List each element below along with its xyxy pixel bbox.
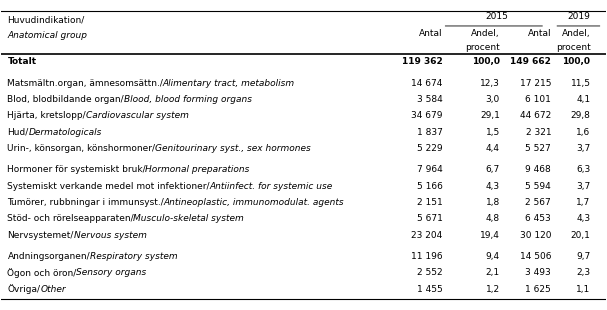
Text: Andningsorganen/: Andningsorganen/	[7, 252, 90, 261]
Text: 7 964: 7 964	[417, 165, 443, 174]
Text: Nervous system: Nervous system	[73, 231, 146, 240]
Text: Huvudindikation/: Huvudindikation/	[7, 15, 85, 24]
Text: 6,7: 6,7	[486, 165, 500, 174]
Text: 2,1: 2,1	[486, 268, 500, 277]
Text: 19,4: 19,4	[480, 231, 500, 240]
Text: 9 468: 9 468	[526, 165, 551, 174]
Text: Hud/: Hud/	[7, 128, 29, 137]
Text: 9,4: 9,4	[486, 252, 500, 261]
Text: Totalt: Totalt	[7, 57, 36, 66]
Text: Hormoner för systemiskt bruk/: Hormoner för systemiskt bruk/	[7, 165, 146, 174]
Text: Nervsystemet/: Nervsystemet/	[7, 231, 74, 240]
Text: 14 674: 14 674	[411, 79, 443, 88]
Text: 1,8: 1,8	[486, 198, 500, 207]
Text: procent: procent	[556, 43, 591, 52]
Text: Matsmältn.organ, ämnesomsättn./: Matsmältn.organ, ämnesomsättn./	[7, 79, 163, 88]
Text: Andel,: Andel,	[562, 29, 591, 38]
Text: 3 584: 3 584	[417, 95, 443, 104]
Text: 6,3: 6,3	[576, 165, 591, 174]
Text: Anatomical group: Anatomical group	[7, 31, 87, 40]
Text: Stöd- och rörelseapparaten/: Stöd- och rörelseapparaten/	[7, 215, 134, 224]
Text: 100,0: 100,0	[472, 57, 500, 66]
Text: Blood, blood forming organs: Blood, blood forming organs	[123, 95, 251, 104]
Text: ​Alimentary tract, metabolism: ​Alimentary tract, metabolism	[163, 79, 295, 88]
Text: 2,3: 2,3	[577, 268, 591, 277]
Text: 2015: 2015	[486, 12, 508, 21]
Text: 1,1: 1,1	[576, 285, 591, 294]
Text: 1,2: 1,2	[486, 285, 500, 294]
Text: 2019: 2019	[567, 12, 590, 21]
Text: 6 101: 6 101	[525, 95, 551, 104]
Text: 2 321: 2 321	[526, 128, 551, 137]
Text: 2 151: 2 151	[417, 198, 443, 207]
Text: 12,3: 12,3	[480, 79, 500, 88]
Text: 2 567: 2 567	[526, 198, 551, 207]
Text: 5 229: 5 229	[417, 144, 443, 153]
Text: 3 493: 3 493	[526, 268, 551, 277]
Text: Systemiskt verkande medel mot infektioner/: Systemiskt verkande medel mot infektione…	[7, 182, 210, 191]
Text: 4,4: 4,4	[486, 144, 500, 153]
Text: 3,0: 3,0	[486, 95, 500, 104]
Text: 29,1: 29,1	[480, 111, 500, 120]
Text: Antal: Antal	[527, 29, 551, 38]
Text: 11 196: 11 196	[411, 252, 443, 261]
Text: Respiratory system: Respiratory system	[90, 252, 177, 261]
Text: Hormonal preparations: Hormonal preparations	[146, 165, 250, 174]
Text: Ögon och öron/: Ögon och öron/	[7, 268, 76, 278]
Text: 23 204: 23 204	[411, 231, 443, 240]
Text: 5 671: 5 671	[416, 215, 443, 224]
Text: Hjärta, kretslopp/: Hjärta, kretslopp/	[7, 111, 86, 120]
Text: 4,8: 4,8	[486, 215, 500, 224]
Text: Other: Other	[40, 285, 66, 294]
Text: 100,0: 100,0	[563, 57, 591, 66]
Text: 1 625: 1 625	[526, 285, 551, 294]
Text: Blod, blodbildande organ/: Blod, blodbildande organ/	[7, 95, 124, 104]
Text: procent: procent	[465, 43, 500, 52]
Text: 6 453: 6 453	[526, 215, 551, 224]
Text: 149 662: 149 662	[510, 57, 551, 66]
Text: Genitourinary syst., sex hormones: Genitourinary syst., sex hormones	[155, 144, 311, 153]
Text: Antiinfect. for systemic use: Antiinfect. for systemic use	[209, 182, 332, 191]
Text: 14 506: 14 506	[520, 252, 551, 261]
Text: 29,8: 29,8	[571, 111, 591, 120]
Text: Andel,: Andel,	[471, 29, 500, 38]
Text: 2 552: 2 552	[417, 268, 443, 277]
Text: 30 120: 30 120	[520, 231, 551, 240]
Text: 17 215: 17 215	[520, 79, 551, 88]
Text: 20,1: 20,1	[571, 231, 591, 240]
Text: 44 672: 44 672	[520, 111, 551, 120]
Text: 4,3: 4,3	[486, 182, 500, 191]
Text: Antineoplastic, immunomodulat. agents: Antineoplastic, immunomodulat. agents	[163, 198, 344, 207]
Text: 119 362: 119 362	[402, 57, 443, 66]
Text: 5 166: 5 166	[416, 182, 443, 191]
Text: 5 594: 5 594	[526, 182, 551, 191]
Text: 4,1: 4,1	[577, 95, 591, 104]
Text: 1,7: 1,7	[576, 198, 591, 207]
Text: Urin-, könsorgan, könshormoner/: Urin-, könsorgan, könshormoner/	[7, 144, 155, 153]
Text: 1 455: 1 455	[417, 285, 443, 294]
Text: 3,7: 3,7	[576, 144, 591, 153]
Text: 9,7: 9,7	[576, 252, 591, 261]
Text: Tumörer, rubbningar i immunsyst./: Tumörer, rubbningar i immunsyst./	[7, 198, 164, 207]
Text: Övriga/: Övriga/	[7, 285, 41, 294]
Text: 4,3: 4,3	[577, 215, 591, 224]
Text: 34 679: 34 679	[411, 111, 443, 120]
Text: 5 527: 5 527	[526, 144, 551, 153]
Text: 1,6: 1,6	[576, 128, 591, 137]
Text: 1,5: 1,5	[486, 128, 500, 137]
Text: Dermatologicals: Dermatologicals	[29, 128, 102, 137]
Text: 3,7: 3,7	[576, 182, 591, 191]
Text: 1 837: 1 837	[416, 128, 443, 137]
Text: 11,5: 11,5	[571, 79, 591, 88]
Text: Cardiovascular system: Cardiovascular system	[86, 111, 189, 120]
Text: Sensory organs: Sensory organs	[76, 268, 147, 277]
Text: Musculo-skeletal system: Musculo-skeletal system	[134, 215, 244, 224]
Text: Antal: Antal	[419, 29, 443, 38]
